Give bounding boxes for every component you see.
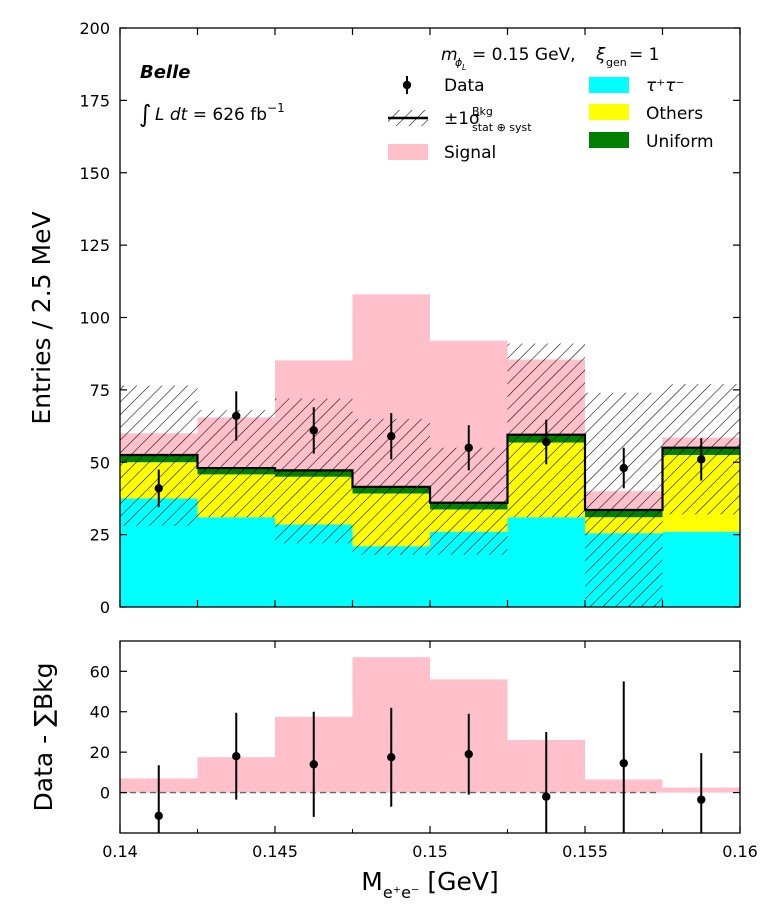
luminosity-label: ∫ L dt = 626 fb−1 (139, 100, 285, 128)
param-m-subscript: ϕ (455, 56, 462, 69)
ratio-panel: 0 20 40 60 0.14 0.145 0.15 0.155 0.16 Data - ∑B… (29, 640, 758, 902)
main-ytick-label-0: 0 (100, 598, 110, 617)
legend-others-swatch (589, 104, 629, 120)
ratio-y-axis-label: Data - ∑Bkg (29, 663, 58, 812)
legend-uniform: Uniform (589, 132, 714, 152)
ratio-points (154, 681, 706, 833)
legend-others-label: Others (646, 104, 703, 124)
ratio-y-ticks: 0 20 40 60 (90, 662, 740, 803)
legend-tau: τ⁺τ⁻ (589, 76, 684, 96)
ratio-ytick-label-3: 60 (90, 662, 110, 681)
main-ytick-label-2: 50 (90, 453, 110, 472)
tau-bin-3 (352, 546, 430, 607)
main-panel: 0 25 50 75 100 125 150 175 200 Entries / 2.5 MeV… (27, 19, 741, 617)
data-point-1 (232, 411, 241, 421)
legend-data-label: Data (444, 76, 485, 96)
lumi-prefix: L dt = (155, 105, 212, 125)
main-ytick-label-7: 175 (79, 91, 110, 110)
ratio-xtick-label-0: 0.14 (102, 842, 138, 861)
legend-others: Others (589, 104, 703, 124)
ratio-point-5 (542, 792, 551, 801)
data-points (154, 391, 706, 508)
ratio-xtick-label-1: 0.145 (252, 842, 298, 861)
legend-band: ±1σ Bkg stat ⊕ syst (388, 105, 532, 134)
lumi-exponent: −1 (267, 101, 285, 115)
main-ytick-label-1: 25 (90, 526, 110, 545)
ratio-point-1 (232, 752, 241, 761)
data-point-6 (619, 463, 628, 473)
param-m: m (441, 45, 458, 65)
legend-tau-label: τ⁺τ⁻ (646, 76, 684, 96)
main-x-ticks (119, 28, 741, 607)
data-point-2 (309, 426, 318, 435)
data-point-3 (387, 431, 396, 441)
ratio-ytick-label-1: 20 (90, 743, 110, 762)
legend-data-marker (402, 80, 412, 90)
data-point-5 (542, 437, 551, 447)
main-ytick-label-3: 75 (90, 381, 110, 400)
data-point-0 (154, 484, 163, 493)
ratio-point-2 (309, 760, 318, 769)
data-point-7 (697, 455, 706, 464)
x-axis-label-sub: e⁺e⁻ (383, 883, 420, 902)
data-point-4 (464, 443, 473, 452)
ratio-point-3 (387, 753, 396, 762)
ratio-xtick-label-3: 0.155 (562, 842, 608, 861)
x-axis-label: Me⁺e⁻ [GeV] (361, 867, 498, 902)
main-ytick-label-6: 150 (79, 164, 110, 183)
legend-data: Data (402, 76, 485, 96)
main-y-ticks: 0 25 50 75 100 125 150 175 200 (79, 19, 740, 617)
main-ytick-label-4: 100 (79, 309, 110, 328)
ratio-signal-bars (120, 657, 740, 793)
bkg-total-step (120, 433, 740, 512)
legend-band-sub: stat ⊕ syst (472, 121, 532, 134)
param-m-subsubscript: L (462, 63, 466, 72)
tau-bin-5 (507, 517, 585, 607)
legend-signal-swatch (388, 144, 428, 160)
lumi-value: 626 fb (212, 105, 267, 125)
legend-band-sup: Bkg (472, 105, 493, 118)
ratio-xtick-label-2: 0.15 (412, 842, 448, 861)
ratio-ytick-label-2: 40 (90, 703, 110, 722)
legend-uniform-label: Uniform (646, 132, 714, 152)
legend-signal-label: Signal (444, 143, 496, 163)
legend-tau-swatch (589, 77, 629, 93)
main-ytick-label-5: 125 (79, 236, 110, 255)
ratio-x-ticks: 0.14 0.145 0.15 0.155 0.16 (102, 641, 758, 861)
main-ytick-label-8: 200 (79, 19, 110, 38)
param-xi-value: = 1 (629, 45, 659, 65)
bkg-total-line (120, 433, 740, 512)
param-xi: ξ (595, 45, 606, 65)
legend: Data ±1σ Bkg stat ⊕ syst Signal τ⁺τ⁻ Oth… (388, 76, 714, 163)
param-mass: = 0.15 GeV, (472, 45, 576, 65)
legend-band-label: ±1σ (444, 109, 480, 129)
param-xi-subscript: gen (606, 56, 627, 69)
ratio-point-7 (697, 795, 706, 804)
main-y-axis-label: Entries / 2.5 MeV (27, 211, 56, 424)
ratio-xtick-label-4: 0.16 (722, 842, 758, 861)
parameter-label: m ϕ L = 0.15 GeV, ξ gen = 1 (441, 45, 659, 72)
ratio-point-0 (154, 811, 163, 821)
ratio-point-6 (619, 759, 628, 768)
ratio-ytick-label-0: 0 (100, 784, 110, 803)
band-bin-6 (585, 392, 663, 607)
legend-uniform-swatch (589, 132, 629, 148)
integral-sign: ∫ (139, 100, 152, 128)
svg-text:L dt = 626 fb−1: L dt = 626 fb−1 (155, 101, 285, 125)
tau-bin-7 (662, 531, 740, 607)
ratio-point-4 (464, 749, 473, 759)
experiment-label: Belle (140, 62, 190, 83)
x-axis-label-unit: [GeV] (419, 867, 498, 896)
legend-signal: Signal (388, 143, 496, 163)
x-axis-label-main: M (361, 867, 383, 896)
tau-bin-1 (197, 517, 275, 607)
